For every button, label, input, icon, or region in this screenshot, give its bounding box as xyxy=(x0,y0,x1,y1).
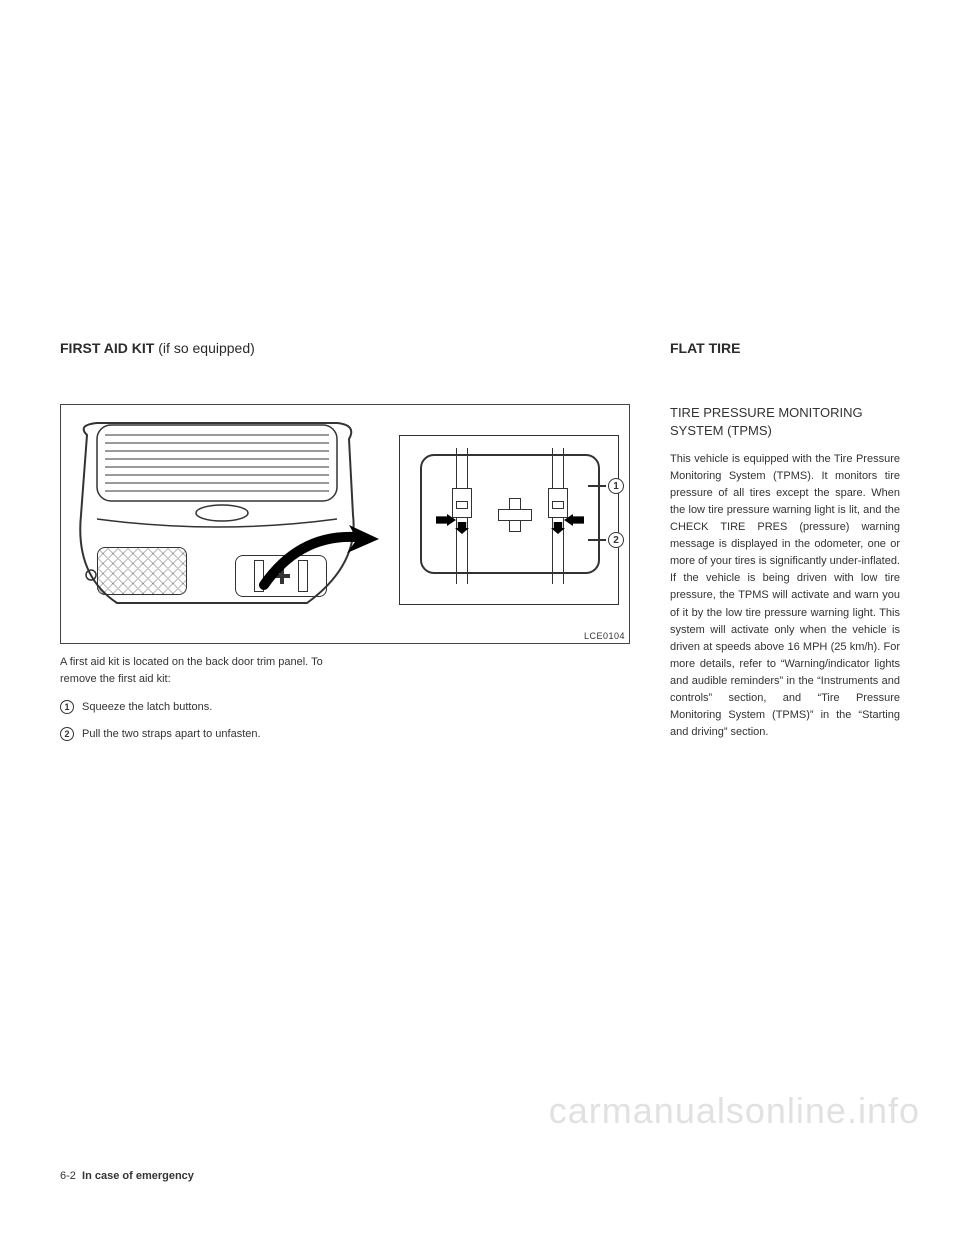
subheading-tpms: TIRE PRESSURE MONITORING SYSTEM (TPMS) xyxy=(670,404,900,439)
heading-flat-tire: FLAT TIRE xyxy=(670,340,900,356)
ribbed-panel-icon xyxy=(95,423,339,503)
step-2-number: 2 xyxy=(60,727,74,741)
step-2-text: Pull the two straps apart to unfasten. xyxy=(82,724,261,745)
page-content: FIRST AID KIT (if so equipped) xyxy=(60,340,900,1182)
figure-door-panel xyxy=(67,415,377,625)
step-1-text: Squeeze the latch buttons. xyxy=(82,697,212,718)
step-2: 2 Pull the two straps apart to unfasten. xyxy=(60,724,630,745)
callout-2-number: 2 xyxy=(608,532,624,548)
page-footer: 6-2 In case of emergency xyxy=(60,1170,194,1182)
callout-2: 2 xyxy=(588,532,624,548)
strap-right-icon xyxy=(548,448,568,584)
figure-kit-detail: 1 2 xyxy=(399,435,619,605)
callout-1-number: 1 xyxy=(608,478,624,494)
left-column: FIRST AID KIT (if so equipped) xyxy=(60,340,630,751)
page-number: 6-2 xyxy=(60,1170,76,1182)
step-1: 1 Squeeze the latch buttons. xyxy=(60,697,630,718)
swoosh-arrow-icon xyxy=(259,525,379,595)
big-cross-icon xyxy=(498,498,530,530)
two-column-layout: FIRST AID KIT (if so equipped) xyxy=(60,340,900,751)
strap-left-icon xyxy=(452,448,472,584)
step-1-number: 1 xyxy=(60,700,74,714)
mesh-pocket-icon xyxy=(97,547,187,595)
right-column: FLAT TIRE TIRE PRESSURE MONITORING SYSTE… xyxy=(670,340,900,751)
section-name: In case of emergency xyxy=(82,1170,194,1182)
kit-big-icon xyxy=(420,454,600,574)
heading-light: (if so equipped) xyxy=(154,340,254,356)
tpms-body-text: This vehicle is equipped with the Tire P… xyxy=(670,451,900,741)
heading-bold: FIRST AID KIT xyxy=(60,340,154,356)
removal-steps: 1 Squeeze the latch buttons. 2 Pull the … xyxy=(60,697,630,745)
figure-first-aid-kit: 1 2 LCE0104 xyxy=(60,404,630,644)
figure-caption: A first aid kit is located on the back d… xyxy=(60,654,340,687)
heading-first-aid-kit: FIRST AID KIT (if so equipped) xyxy=(60,340,630,356)
callout-1: 1 xyxy=(588,478,624,494)
figure-label: LCE0104 xyxy=(584,631,625,641)
